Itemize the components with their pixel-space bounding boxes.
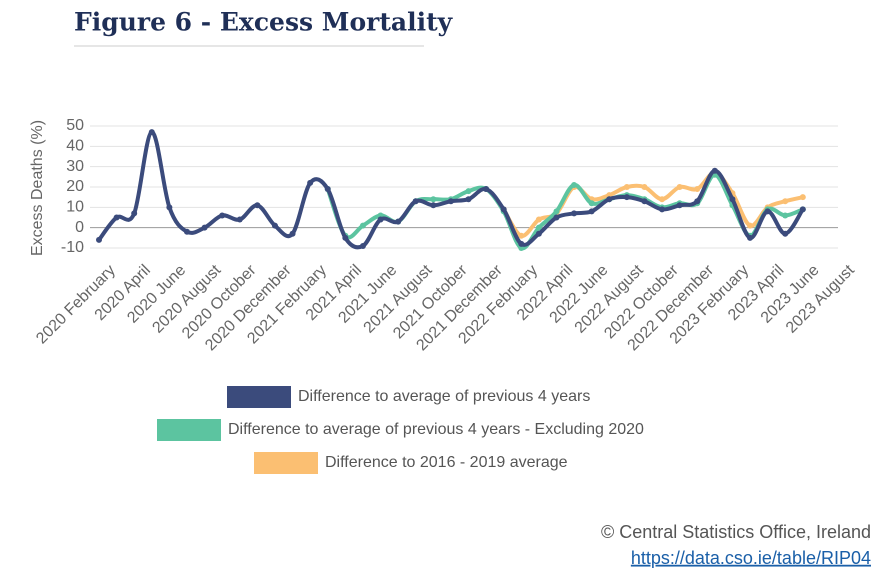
data-point <box>254 202 261 209</box>
series-line <box>325 172 805 251</box>
data-point <box>571 210 578 217</box>
data-point <box>641 198 648 205</box>
data-point <box>518 232 525 239</box>
data-point <box>782 230 789 237</box>
y-tick-label: 30 <box>66 158 84 175</box>
data-point <box>747 222 754 229</box>
data-point <box>659 206 666 213</box>
data-point <box>571 181 578 188</box>
data-point <box>553 214 560 221</box>
legend-swatch <box>157 419 221 441</box>
data-point <box>307 179 314 186</box>
data-point <box>782 212 789 219</box>
data-point <box>694 186 701 193</box>
data-point <box>747 234 754 241</box>
data-point <box>465 196 472 203</box>
y-tick-label: -10 <box>61 239 84 256</box>
data-point <box>131 210 138 217</box>
data-point <box>96 236 102 243</box>
source-link[interactable]: https://data.cso.ie/table/RIP04 <box>631 548 871 568</box>
y-tick-label: 50 <box>66 117 84 134</box>
data-point <box>676 184 683 190</box>
data-point <box>535 230 542 237</box>
legend-label: Difference to 2016 - 2019 average <box>325 454 568 471</box>
data-point <box>623 184 630 190</box>
data-point <box>606 196 613 203</box>
data-point <box>764 208 771 215</box>
data-point <box>342 234 349 241</box>
data-point <box>183 228 190 235</box>
legend-label: Difference to average of previous 4 year… <box>228 421 644 438</box>
data-point <box>676 202 683 209</box>
y-tick-label: 0 <box>75 219 84 236</box>
data-point <box>447 198 454 205</box>
data-point <box>659 196 666 203</box>
data-point <box>694 198 701 205</box>
data-point <box>166 204 173 211</box>
data-point <box>535 224 542 231</box>
data-point <box>236 216 243 223</box>
data-point <box>148 129 155 136</box>
data-point <box>201 224 208 231</box>
data-point <box>465 188 472 195</box>
data-point <box>359 222 366 229</box>
data-point <box>535 216 542 223</box>
data-point <box>588 200 595 207</box>
data-point <box>623 194 630 201</box>
data-point <box>359 242 366 249</box>
data-point <box>729 196 736 203</box>
data-point <box>483 186 490 193</box>
data-point <box>518 240 525 247</box>
chart-title: Figure 6 - Excess Mortality <box>74 8 454 37</box>
source-text: © Central Statistics Office, Ireland <box>601 522 871 542</box>
data-point <box>395 218 402 225</box>
data-point <box>289 230 296 237</box>
data-point <box>430 196 437 203</box>
data-point <box>500 206 507 213</box>
y-tick-label: 20 <box>66 178 84 195</box>
y-axis-label: Excess Deaths (%) <box>29 120 46 256</box>
data-point <box>641 184 648 190</box>
legend-label: Difference to average of previous 4 year… <box>298 388 590 405</box>
y-tick-label: 10 <box>66 199 84 216</box>
data-point <box>271 222 278 229</box>
data-point <box>377 216 384 223</box>
data-point <box>430 202 437 209</box>
data-point <box>412 198 419 205</box>
data-point <box>553 208 560 215</box>
data-point <box>113 214 120 221</box>
y-tick-label: 40 <box>66 138 84 155</box>
data-point <box>711 167 718 174</box>
data-point <box>588 208 595 215</box>
data-point <box>799 206 806 213</box>
data-point <box>324 186 331 193</box>
data-point <box>219 212 226 219</box>
data-point <box>782 198 789 205</box>
legend-swatch <box>227 386 291 408</box>
data-point <box>799 194 806 201</box>
legend-swatch <box>254 452 318 474</box>
